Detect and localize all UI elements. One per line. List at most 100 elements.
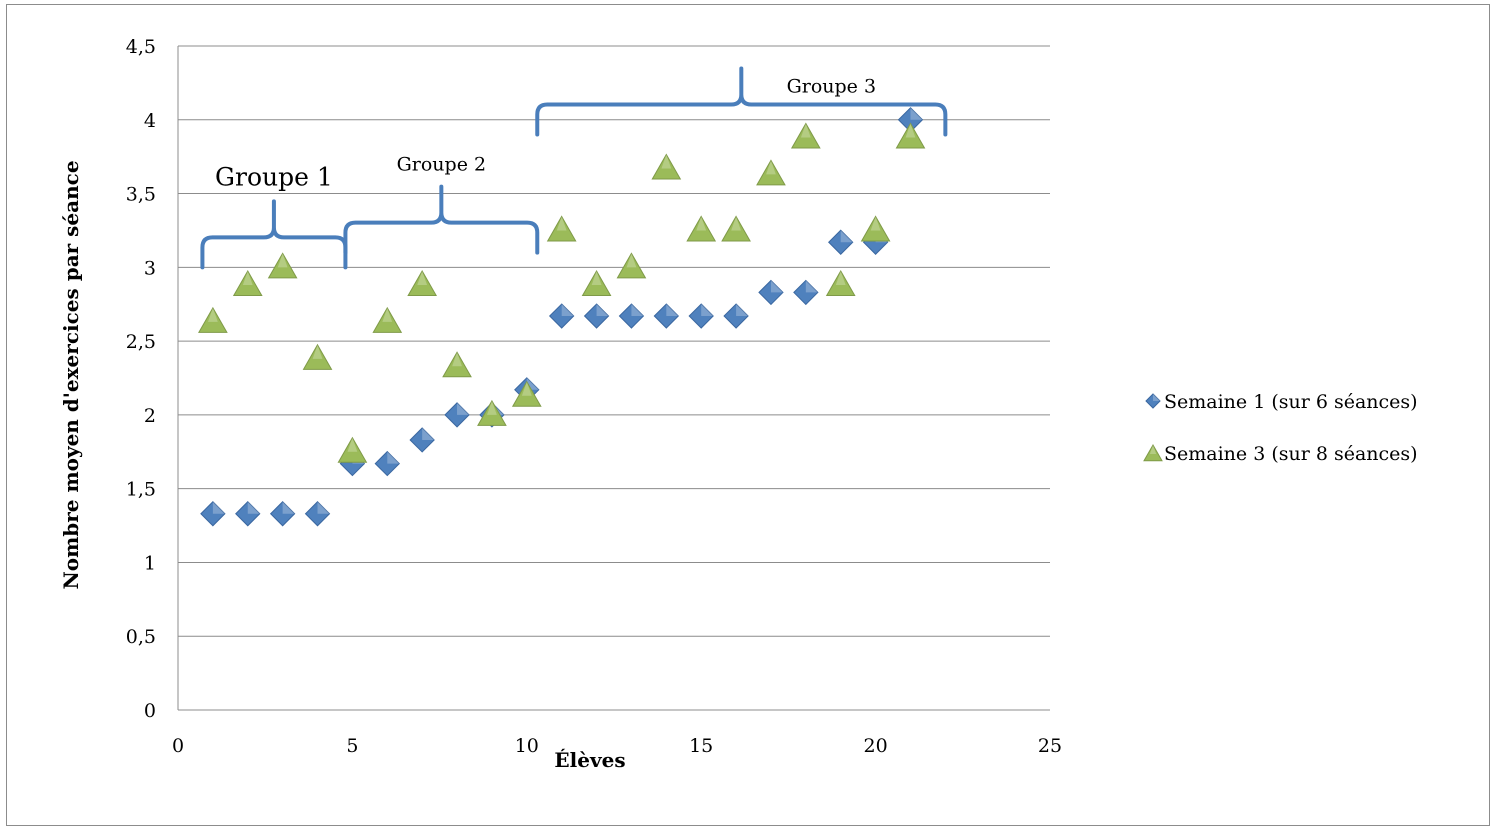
- triangle-marker: [756, 159, 786, 186]
- data-point: [267, 252, 298, 279]
- marker-highlight: [905, 123, 916, 138]
- y-tick-label: 1: [144, 552, 156, 574]
- triangle-marker: [825, 270, 856, 297]
- y-tick-label: 0,5: [126, 626, 156, 648]
- marker-highlight: [282, 501, 295, 514]
- x-tick-label: 0: [172, 735, 184, 757]
- marker-highlight: [452, 352, 462, 367]
- marker-highlight: [387, 451, 400, 464]
- data-point: [302, 343, 333, 370]
- data-point: [653, 303, 680, 329]
- legend-item: Semaine 1 (sur 6 séances): [1145, 391, 1418, 413]
- data-point: [269, 501, 296, 527]
- legend-marker: [1143, 443, 1163, 462]
- y-tick-label: 4,5: [126, 36, 156, 58]
- diamond-marker: [583, 303, 610, 329]
- marker-highlight: [382, 307, 393, 322]
- y-tick-label: 2,5: [126, 331, 156, 353]
- marker-highlight: [487, 400, 497, 415]
- y-tick-label: 1,5: [126, 479, 156, 501]
- y-tick-label: 4: [144, 110, 156, 132]
- data-point: [618, 303, 645, 329]
- diamond-marker: [235, 501, 261, 527]
- triangle-marker: [895, 122, 926, 149]
- triangle-marker: [546, 215, 577, 242]
- data-point: [651, 153, 682, 180]
- triangle-marker: [372, 306, 403, 333]
- data-point: [235, 501, 261, 527]
- y-tick-label: 3,5: [126, 184, 156, 206]
- triangle-marker: [407, 270, 438, 297]
- data-point: [548, 303, 575, 329]
- y-tick-label: 3: [144, 257, 156, 279]
- triangle-marker: [337, 436, 368, 463]
- triangle-marker: [790, 122, 821, 149]
- data-point: [616, 252, 647, 279]
- data-point: [581, 270, 612, 297]
- marker-highlight: [800, 123, 811, 138]
- triangle-marker: [686, 215, 717, 242]
- data-point: [511, 380, 542, 407]
- data-point: [232, 270, 263, 297]
- x-axis-title: Élèves: [554, 748, 625, 772]
- marker-highlight: [347, 437, 358, 452]
- diamond-marker: [409, 427, 435, 453]
- data-point: [337, 436, 368, 463]
- x-tick-label: 15: [689, 735, 713, 757]
- marker-highlight: [731, 216, 741, 231]
- x-tick-label: 5: [346, 735, 358, 757]
- group-bracket: [200, 199, 348, 270]
- group-bracket: [535, 66, 948, 137]
- triangle-marker: [860, 215, 891, 242]
- diamond-marker: [723, 303, 749, 329]
- marker-highlight: [212, 501, 225, 514]
- data-point: [758, 279, 784, 306]
- diamond-marker: [828, 229, 854, 255]
- legend: Semaine 1 (sur 6 séances) Semaine 3 (sur …: [1143, 391, 1418, 465]
- legend-label: Semaine 1 (sur 6 séances): [1164, 391, 1418, 413]
- marker-highlight: [247, 501, 260, 514]
- diamond-marker: [793, 279, 819, 306]
- diamond-marker: [304, 501, 331, 527]
- diamond-marker: [200, 501, 226, 527]
- gridlines: [177, 45, 1050, 711]
- data-point: [477, 399, 507, 426]
- data-point: [546, 215, 577, 242]
- marker-highlight: [591, 271, 602, 286]
- data-point: [198, 306, 228, 333]
- marker-highlight: [1153, 394, 1160, 401]
- triangle-marker: [581, 270, 612, 297]
- marker-highlight: [422, 427, 435, 440]
- data-point: [756, 159, 786, 186]
- series-2: [198, 122, 926, 463]
- triangle-marker: [651, 153, 682, 180]
- triangle-marker: [616, 252, 647, 279]
- data-point: [790, 122, 821, 149]
- triangle-marker: [267, 252, 298, 279]
- marker-highlight: [661, 154, 672, 169]
- data-point: [686, 215, 717, 242]
- group-brackets: Groupe 1 Groupe 2 Groupe 3: [200, 66, 948, 270]
- marker-highlight: [666, 304, 679, 317]
- data-point: [895, 122, 926, 149]
- y-axis-title: Nombre moyen d'exercices par séance: [59, 160, 83, 589]
- group-label: Groupe 3: [787, 76, 876, 98]
- data-point: [721, 215, 751, 242]
- triangle-marker: [1143, 443, 1163, 462]
- triangle-marker: [442, 351, 472, 378]
- diamond-marker: [1145, 393, 1161, 409]
- diamond-marker: [374, 450, 400, 477]
- marker-highlight: [521, 381, 532, 396]
- legend-label: Semaine 3 (sur 8 séances): [1164, 443, 1418, 465]
- triangle-marker: [477, 399, 507, 426]
- legend-marker: [1145, 393, 1161, 409]
- diamond-marker: [688, 303, 714, 329]
- group-bracket: [343, 184, 540, 255]
- marker-highlight: [736, 304, 749, 317]
- data-point: [374, 450, 400, 477]
- marker-highlight: [207, 307, 218, 322]
- marker-highlight: [805, 280, 818, 293]
- marker-highlight: [561, 304, 574, 317]
- data-point: [409, 427, 435, 453]
- triangle-marker: [511, 380, 542, 407]
